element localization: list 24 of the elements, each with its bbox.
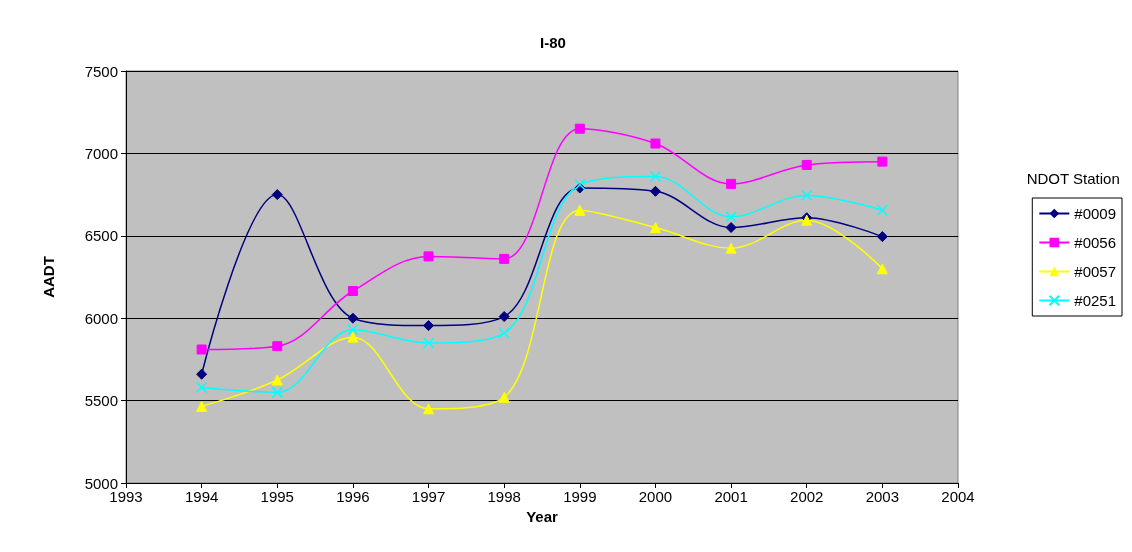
y-axis-title: AADT [40, 256, 57, 298]
x-tick-label: 1998 [487, 488, 521, 505]
x-tick-label: 1994 [184, 488, 219, 505]
x-tick-label: 1997 [411, 488, 446, 505]
y-tick-label: 6000 [84, 309, 118, 327]
y-tick-label: 5500 [84, 392, 118, 410]
x-axis-title: Year [526, 507, 559, 525]
legend-label: #0056 [1074, 234, 1117, 251]
legend-label: #0057 [1074, 263, 1117, 280]
x-tick-label: 2003 [865, 488, 900, 505]
x-tick-label: 1999 [563, 488, 597, 505]
legend-title: NDOT Station [1026, 170, 1120, 187]
x-tick-label: 2000 [638, 488, 673, 505]
x-tick-label: 1995 [260, 488, 294, 505]
y-tick-label: 6500 [84, 227, 118, 245]
x-tick-label: 2001 [714, 488, 748, 505]
legend-label: #0251 [1074, 292, 1117, 309]
chart-title: I-80 [540, 34, 566, 51]
legend-label: #0009 [1074, 205, 1117, 222]
y-tick-label: 7500 [84, 62, 118, 80]
x-tick-label: 1996 [336, 488, 370, 505]
y-tick-label: 7000 [84, 144, 118, 162]
x-tick-label: 2004 [941, 488, 975, 505]
x-tick-label: 2002 [790, 488, 824, 505]
